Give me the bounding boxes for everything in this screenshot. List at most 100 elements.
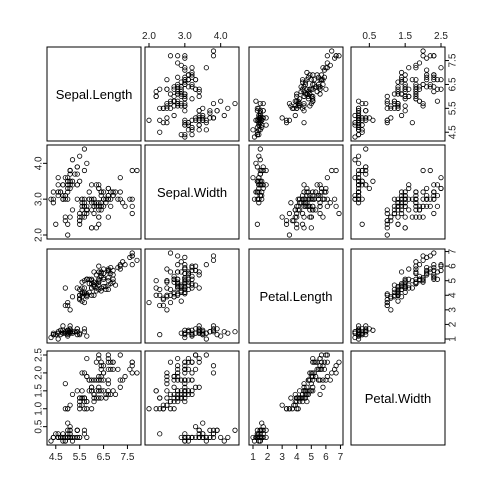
data-point <box>200 117 206 123</box>
data-point <box>171 406 177 412</box>
data-point <box>98 363 104 369</box>
data-point <box>259 420 265 426</box>
data-point <box>321 196 328 202</box>
data-point <box>256 434 262 441</box>
data-point <box>74 427 80 433</box>
data-point <box>254 105 260 111</box>
data-point <box>263 115 269 121</box>
data-point <box>257 434 263 441</box>
data-point <box>355 189 362 195</box>
data-point <box>100 363 107 369</box>
data-point <box>50 332 56 338</box>
data-point <box>210 253 217 259</box>
data-point <box>189 124 195 131</box>
data-point <box>298 200 304 206</box>
data-point <box>182 438 188 444</box>
x-tick-label: 7.5 <box>120 452 134 463</box>
data-point <box>366 115 372 121</box>
data-point <box>200 115 206 121</box>
data-point <box>311 359 317 365</box>
data-point <box>167 91 174 97</box>
data-point <box>251 134 258 140</box>
data-point <box>253 98 259 104</box>
data-point <box>259 178 265 184</box>
data-point <box>333 363 339 369</box>
data-point <box>67 402 73 408</box>
data-point <box>164 388 170 394</box>
data-point <box>175 370 181 376</box>
data-point <box>314 182 320 188</box>
data-point <box>164 100 170 107</box>
data-point <box>164 86 170 92</box>
data-point <box>324 60 330 66</box>
data-point <box>81 200 88 206</box>
data-point <box>178 86 184 92</box>
data-point <box>153 406 159 412</box>
data-point <box>294 210 300 217</box>
data-point <box>185 269 192 275</box>
data-point <box>189 65 195 71</box>
data-point <box>207 434 213 441</box>
data-point <box>413 84 419 90</box>
data-point <box>214 427 220 433</box>
data-point <box>185 434 192 441</box>
data-point <box>413 62 419 68</box>
panel-frame <box>248 46 344 142</box>
data-point <box>214 332 220 338</box>
data-point <box>171 273 177 279</box>
data-point <box>398 269 405 275</box>
data-point <box>157 395 163 401</box>
data-point <box>355 196 362 202</box>
data-point <box>431 53 437 59</box>
data-point <box>291 218 297 224</box>
data-point <box>100 266 107 272</box>
panel-r2-c0 <box>46 248 142 344</box>
data-point <box>117 189 123 195</box>
data-point <box>65 330 71 336</box>
data-point <box>67 167 73 174</box>
data-point <box>434 98 441 104</box>
data-point <box>406 86 412 92</box>
data-point <box>189 84 195 90</box>
data-point <box>427 269 433 275</box>
data-point <box>420 103 426 109</box>
data-point <box>105 359 111 365</box>
data-point <box>210 427 217 433</box>
data-point <box>438 262 444 268</box>
data-point <box>182 134 188 140</box>
data-point <box>182 93 188 99</box>
data-point <box>259 117 265 123</box>
data-point <box>406 285 412 291</box>
data-point <box>98 373 104 380</box>
data-point <box>254 196 260 202</box>
data-point <box>175 269 181 275</box>
data-point <box>291 105 297 111</box>
data-point <box>175 279 181 285</box>
data-point <box>103 286 109 293</box>
data-point <box>431 273 437 279</box>
data-point <box>413 192 419 199</box>
data-point <box>57 189 64 195</box>
data-point <box>117 266 123 272</box>
data-point <box>434 86 441 92</box>
data-point <box>185 270 192 277</box>
data-point <box>65 302 71 309</box>
data-point <box>307 214 313 220</box>
data-point <box>260 100 266 107</box>
data-point <box>203 434 209 441</box>
data-point <box>89 388 95 394</box>
data-point <box>164 115 170 121</box>
data-point <box>189 74 195 80</box>
data-point <box>434 182 441 188</box>
data-point <box>100 196 107 202</box>
data-point <box>175 282 181 288</box>
data-point <box>105 388 111 394</box>
data-point <box>257 100 263 107</box>
data-point <box>67 424 73 430</box>
data-point <box>431 275 437 281</box>
data-point <box>74 164 80 170</box>
data-point <box>406 266 412 272</box>
data-point <box>402 278 408 284</box>
data-point <box>409 285 415 291</box>
data-point <box>333 53 339 59</box>
